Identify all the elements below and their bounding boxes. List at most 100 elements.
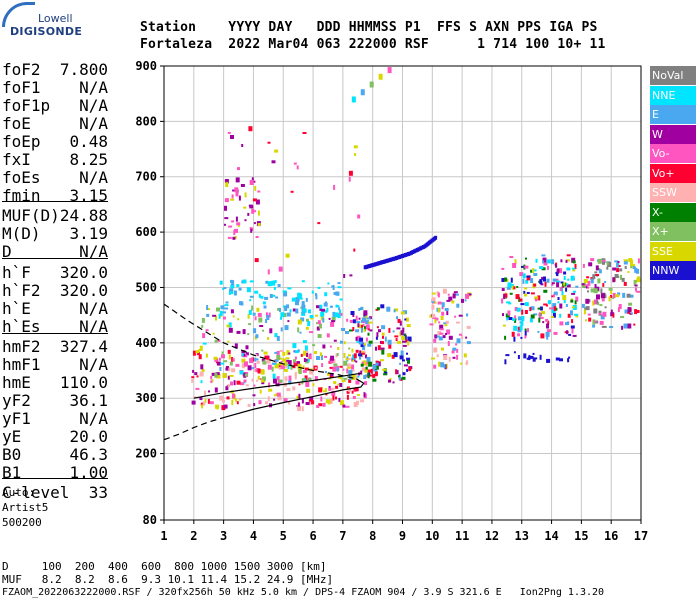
data-point <box>226 396 230 400</box>
data-point <box>501 267 505 270</box>
data-point <box>546 335 549 340</box>
data-point <box>278 379 283 383</box>
data-point <box>248 309 252 315</box>
data-point <box>557 301 560 304</box>
data-point <box>325 399 328 404</box>
data-point <box>279 349 284 352</box>
data-point <box>331 387 335 390</box>
data-point <box>336 353 339 356</box>
data-point <box>303 358 306 362</box>
param-row: yF2 36.1 <box>2 391 108 410</box>
data-point <box>263 305 267 309</box>
data-point <box>456 354 459 360</box>
data-point <box>358 324 363 329</box>
data-point <box>218 313 221 319</box>
data-point <box>601 325 605 328</box>
data-point <box>512 263 517 268</box>
data-point <box>512 317 516 321</box>
data-point <box>520 320 524 326</box>
data-point <box>254 258 259 263</box>
data-point <box>265 280 269 284</box>
data-point <box>399 362 402 365</box>
data-point <box>600 314 605 320</box>
data-point <box>325 371 327 374</box>
data-point <box>267 281 272 287</box>
data-point <box>571 292 576 295</box>
data-point <box>254 363 257 368</box>
data-point <box>216 361 221 366</box>
data-point <box>226 324 230 328</box>
data-point <box>590 258 595 262</box>
data-point <box>461 335 464 340</box>
data-point <box>232 393 235 399</box>
data-point <box>436 354 439 358</box>
data-point <box>402 340 406 343</box>
data-point <box>456 321 460 324</box>
data-point <box>565 304 568 307</box>
data-point <box>306 388 311 393</box>
data-point <box>570 325 575 329</box>
data-point <box>327 372 330 376</box>
data-point <box>508 317 513 320</box>
data-point <box>288 352 291 355</box>
data-point <box>630 261 633 267</box>
data-point <box>559 313 562 318</box>
data-point <box>559 303 563 309</box>
data-point <box>508 302 512 305</box>
data-point <box>238 195 241 201</box>
data-point <box>382 335 384 339</box>
data-point <box>198 354 202 360</box>
data-point <box>336 367 339 372</box>
data-point <box>274 351 278 354</box>
data-point <box>330 355 335 361</box>
data-point <box>402 344 407 347</box>
data-point <box>235 191 239 197</box>
data-point <box>202 342 207 345</box>
data-point <box>343 378 346 381</box>
data-point <box>231 194 234 199</box>
data-point <box>431 297 436 302</box>
data-point <box>453 291 458 294</box>
data-point <box>441 302 445 308</box>
data-point <box>268 382 271 388</box>
param-row: foF1p N/A <box>2 96 108 115</box>
data-point <box>456 303 460 308</box>
data-point <box>633 323 636 326</box>
data-point <box>223 360 228 363</box>
data-point <box>231 368 236 373</box>
data-point <box>559 321 564 326</box>
data-point <box>275 393 278 397</box>
data-point <box>219 310 223 316</box>
data-point <box>222 399 225 403</box>
data-point <box>381 349 385 355</box>
data-point <box>230 284 235 289</box>
data-point <box>311 290 314 294</box>
data-point <box>257 223 261 226</box>
legend-item-nnw: NNW <box>650 261 696 280</box>
data-point <box>513 325 518 331</box>
data-point <box>548 300 551 305</box>
data-point <box>514 259 517 265</box>
data-point <box>306 318 309 322</box>
data-point <box>541 254 546 257</box>
param-value: 110.0 <box>59 373 108 392</box>
data-point <box>387 339 392 345</box>
data-point <box>351 374 356 380</box>
param-name: h`F <box>2 263 31 282</box>
param-value: 7.800 <box>59 60 108 79</box>
data-point <box>320 396 323 402</box>
data-point <box>557 297 560 300</box>
data-point <box>377 345 381 351</box>
data-point <box>315 314 319 317</box>
data-point <box>526 292 530 294</box>
data-point <box>286 350 290 356</box>
data-point <box>262 329 265 332</box>
data-point <box>380 304 385 309</box>
data-point <box>304 345 308 351</box>
data-point <box>224 223 226 226</box>
data-point <box>595 320 599 324</box>
data-point <box>598 269 602 274</box>
data-point <box>575 296 579 302</box>
data-point <box>229 289 234 295</box>
data-point <box>585 319 587 322</box>
